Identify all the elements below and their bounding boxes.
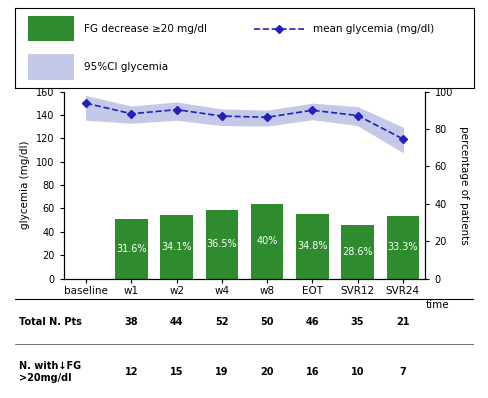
Text: 40%: 40%: [256, 236, 277, 246]
Bar: [250, 204, 283, 279]
Text: mean glycemia (mg/dl): mean glycemia (mg/dl): [313, 23, 434, 34]
Text: 34.1%: 34.1%: [161, 242, 191, 252]
Text: 34.8%: 34.8%: [297, 241, 327, 251]
Text: time: time: [425, 300, 448, 310]
Text: 16: 16: [305, 367, 319, 377]
Text: 95%CI glycemia: 95%CI glycemia: [83, 62, 167, 72]
Text: 15: 15: [169, 367, 183, 377]
Text: 33.3%: 33.3%: [387, 242, 417, 252]
Text: 31.6%: 31.6%: [116, 244, 146, 254]
Bar: [28, 16, 74, 41]
Text: 50: 50: [260, 317, 273, 328]
Text: 7: 7: [399, 367, 406, 377]
Text: 36.5%: 36.5%: [206, 240, 237, 250]
Y-axis label: percentage of patients: percentage of patients: [459, 126, 468, 244]
Bar: [205, 210, 238, 279]
Text: FG decrease ≥20 mg/dl: FG decrease ≥20 mg/dl: [83, 23, 206, 34]
Text: N. with↓FG
>20mg/dl: N. with↓FG >20mg/dl: [19, 361, 81, 383]
Text: 52: 52: [215, 317, 228, 328]
Y-axis label: glycemia (mg/dl): glycemia (mg/dl): [20, 141, 30, 229]
Text: 10: 10: [350, 367, 364, 377]
Text: 38: 38: [124, 317, 138, 328]
Text: 35: 35: [350, 317, 364, 328]
Text: 12: 12: [124, 367, 138, 377]
Bar: [386, 216, 418, 279]
Bar: [160, 215, 193, 279]
Text: Total N. Pts: Total N. Pts: [19, 317, 82, 328]
Bar: [115, 219, 147, 279]
Text: 28.6%: 28.6%: [342, 247, 372, 257]
Text: 44: 44: [169, 317, 183, 328]
Text: 21: 21: [395, 317, 409, 328]
Text: 46: 46: [305, 317, 319, 328]
Bar: [295, 213, 328, 279]
Bar: [28, 54, 74, 80]
Text: 19: 19: [215, 367, 228, 377]
Text: 20: 20: [260, 367, 273, 377]
Bar: [341, 225, 373, 279]
